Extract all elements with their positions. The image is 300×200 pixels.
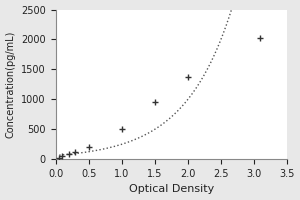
Y-axis label: Concentration(pg/mL): Concentration(pg/mL) <box>6 31 16 138</box>
X-axis label: Optical Density: Optical Density <box>128 184 214 194</box>
